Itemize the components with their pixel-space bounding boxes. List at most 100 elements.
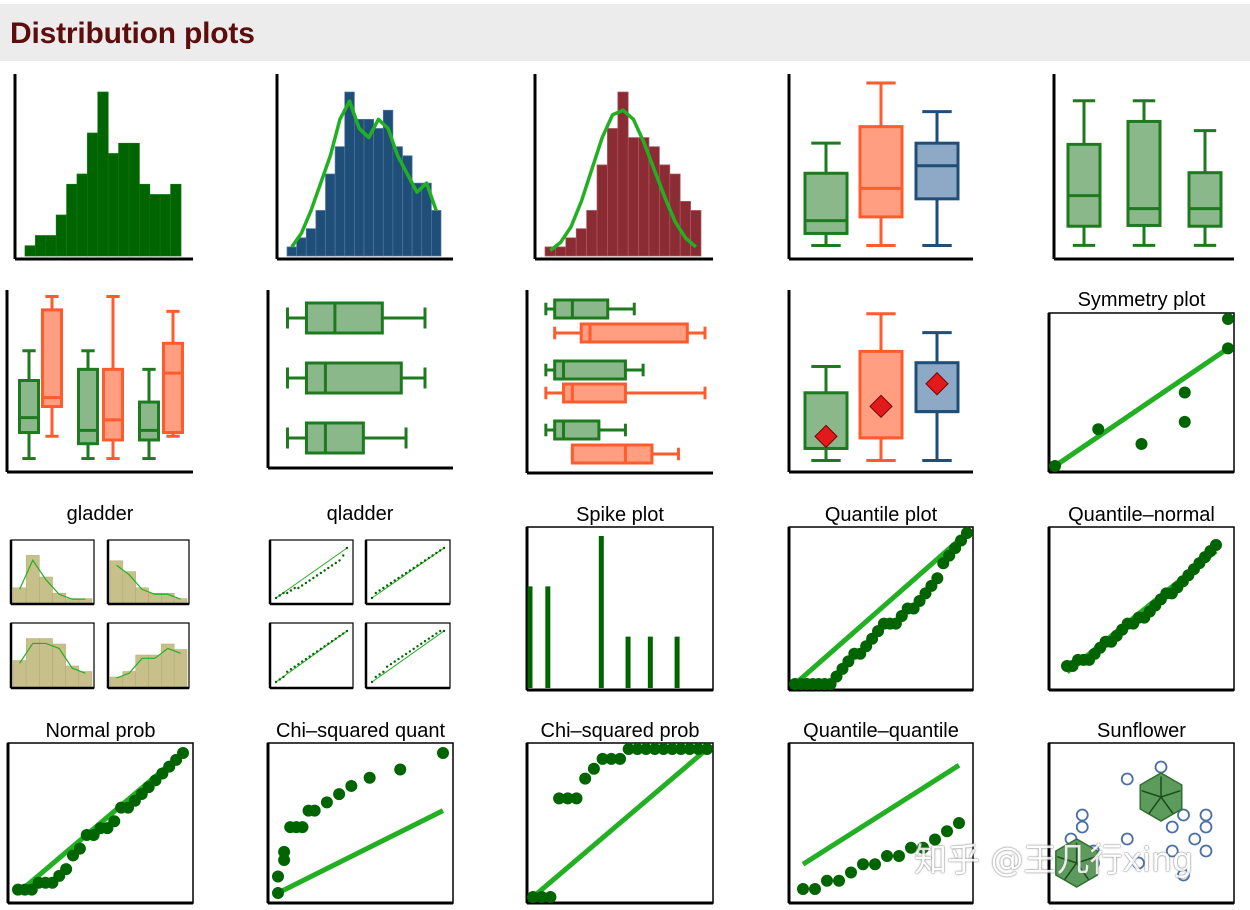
density-curve (116, 564, 181, 600)
histogram-bar (25, 638, 40, 689)
histogram-bar (679, 200, 691, 257)
data-point (596, 752, 609, 765)
box-iqr (304, 361, 403, 395)
data-point (605, 752, 618, 765)
reference-line (276, 808, 445, 896)
data-point (60, 863, 73, 876)
data-point (1177, 808, 1190, 822)
qladder-panel (364, 539, 451, 606)
data-point (393, 579, 396, 582)
histogram-bar (148, 654, 162, 689)
data-point (323, 645, 326, 648)
data-point (1165, 844, 1179, 858)
box-orange (544, 382, 707, 404)
histogram-bar (363, 118, 374, 257)
data-point (385, 584, 389, 587)
box-green (1066, 99, 1102, 247)
data-point (657, 743, 670, 755)
data-point (412, 566, 415, 570)
data-point (931, 572, 944, 585)
chart-hbox-grouped (525, 290, 713, 475)
data-point (323, 569, 326, 572)
data-point (1120, 832, 1134, 846)
chart-hbox-3 (266, 290, 453, 470)
data-point (315, 574, 319, 577)
histogram-bar (12, 587, 27, 605)
data-point (73, 842, 86, 855)
data-point (378, 673, 381, 676)
histogram-bar (107, 153, 119, 257)
histogram-bar (139, 183, 151, 257)
box-orange (162, 309, 184, 438)
histogram-bar (78, 671, 93, 689)
histogram-bar (135, 587, 149, 605)
histogram-bar (66, 183, 78, 257)
panel-frame (269, 539, 354, 605)
histogram-bar (39, 638, 53, 689)
data-point (1165, 820, 1179, 834)
data-point (833, 874, 845, 887)
data-point (293, 586, 296, 590)
histogram-bar (325, 173, 336, 257)
data-point (308, 579, 311, 582)
data-point (274, 596, 278, 600)
data-point (278, 678, 281, 681)
data-point (382, 670, 385, 673)
data-point (416, 564, 419, 567)
box-iqr (77, 367, 99, 446)
histogram-bar (39, 576, 53, 605)
box-iqr (579, 322, 689, 344)
histogram-bar (627, 137, 639, 257)
sunflower-petal (1141, 789, 1162, 798)
data-point (1177, 868, 1190, 882)
sunflower-petal (1076, 855, 1097, 864)
chart-quantile-normal: Quantile–normal (1047, 504, 1235, 692)
sunflower-glyph (1139, 772, 1183, 822)
data-point (345, 779, 358, 792)
gladder-panel (106, 539, 190, 606)
box-orange (858, 81, 904, 247)
header-bar: Distribution plots (0, 4, 1250, 61)
data-point (397, 657, 400, 661)
data-point (917, 841, 929, 854)
histogram-bar (52, 643, 66, 689)
data-point (401, 655, 404, 658)
data-point (1092, 423, 1105, 436)
data-point (315, 650, 319, 653)
box-orange (41, 294, 63, 438)
data-point (1188, 832, 1202, 846)
data-point (300, 660, 304, 663)
box-iqr (553, 419, 601, 441)
box-iqr (858, 125, 904, 219)
page-title: Distribution plots (10, 17, 255, 50)
panel-frame (365, 539, 451, 605)
reference-line (801, 763, 961, 867)
chart-box-grouped (5, 290, 193, 474)
data-point (404, 652, 408, 656)
data-point (300, 584, 304, 587)
data-point (177, 747, 189, 759)
data-point (692, 743, 705, 755)
box-green (1126, 99, 1162, 247)
box-blue (914, 110, 960, 247)
mean-marker (925, 372, 949, 396)
reference-line (371, 630, 445, 683)
panel-frame (365, 622, 451, 689)
data-point (442, 629, 446, 633)
data-point (439, 549, 442, 552)
chart-box-3-green (1052, 74, 1234, 261)
data-point (1075, 808, 1089, 822)
data-point (622, 743, 635, 755)
reference-line (793, 531, 969, 686)
sunflower-petal (1076, 862, 1090, 880)
data-point (370, 680, 374, 684)
data-point (401, 574, 404, 577)
data-point (345, 629, 349, 633)
histogram-bar (617, 91, 629, 257)
box-green (285, 301, 427, 335)
histogram-bar (159, 194, 171, 257)
qladder-panel (268, 622, 354, 690)
chart-sunflower: Sunflower (1047, 720, 1235, 905)
plot-frame (526, 526, 714, 691)
